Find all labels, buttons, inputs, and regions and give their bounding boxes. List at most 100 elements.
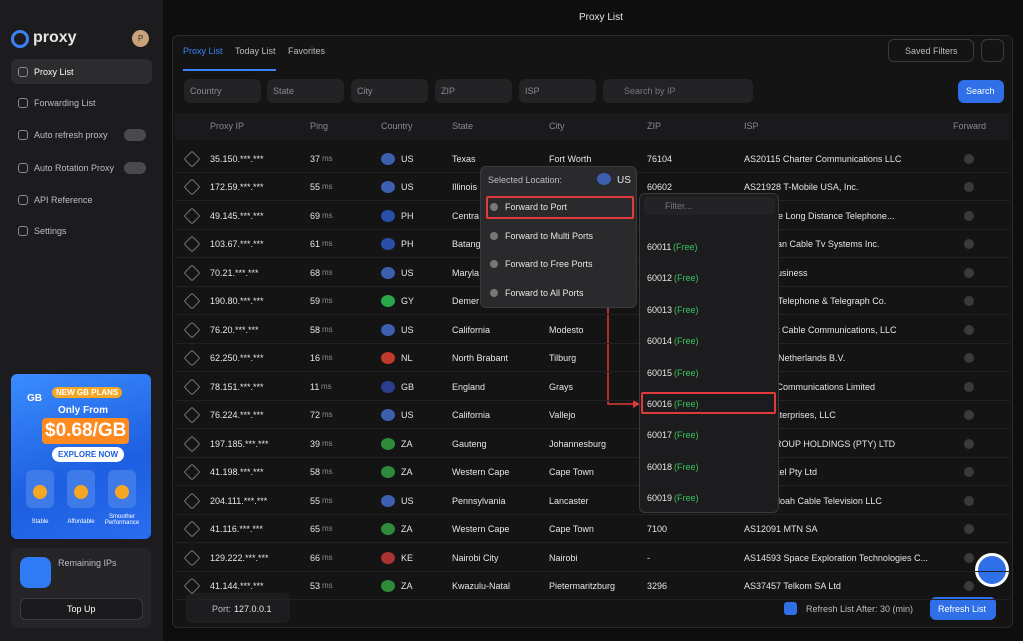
forward-btn[interactable] (964, 495, 974, 506)
forward-btn[interactable] (964, 267, 974, 278)
nav-icon (18, 195, 28, 205)
column-header[interactable]: Forward (953, 121, 987, 131)
country: GB (401, 381, 415, 392)
filter-select[interactable] (184, 79, 261, 103)
refresh-label[interactable]: Refresh List (938, 604, 987, 614)
column-header[interactable]: Proxy IP (210, 121, 245, 131)
search-input[interactable] (603, 79, 753, 103)
column-header[interactable]: City (549, 121, 565, 131)
ping-unit: ms (322, 239, 333, 249)
forward-btn[interactable] (964, 239, 974, 250)
isp: AT&T Enterprises, LLC (744, 410, 836, 421)
filter-select[interactable] (519, 79, 596, 103)
port[interactable]: 60017 (647, 430, 673, 441)
filter-select[interactable] (435, 79, 512, 103)
forward-btn[interactable] (964, 381, 974, 392)
refresh-btn[interactable] (930, 597, 996, 620)
port[interactable]: 60013 (647, 304, 673, 315)
isp: Talktalk Communications Limited (744, 381, 876, 392)
menu-item[interactable]: Forward to Port (505, 202, 568, 212)
port-free: (Free) (674, 336, 699, 347)
nav-item[interactable]: Proxy List (34, 67, 74, 77)
column-header[interactable]: State (452, 121, 474, 131)
filter-label[interactable]: State (273, 86, 295, 96)
tab[interactable]: Favorites (288, 46, 326, 56)
filter-label[interactable]: ZIP (441, 86, 456, 96)
column-header[interactable]: Country (381, 121, 413, 131)
layers-btn[interactable] (981, 39, 1004, 62)
logo-icon (11, 30, 29, 48)
nav-item[interactable]: API Reference (34, 195, 93, 205)
promo-cta[interactable]: EXPLORE NOW (52, 447, 125, 462)
state: California (452, 410, 491, 421)
port-free: (Free) (674, 399, 699, 409)
nav-item[interactable]: Auto refresh proxy (34, 130, 108, 140)
state: Nairobi City (452, 552, 499, 563)
search-label[interactable]: Search (966, 86, 995, 96)
toggle[interactable] (124, 129, 146, 141)
port-label: Port: (212, 604, 232, 614)
avatar[interactable]: P (132, 30, 149, 47)
port[interactable]: 60015 (647, 367, 673, 378)
nav-item[interactable]: Forwarding List (34, 98, 96, 108)
nav-icon (18, 226, 28, 236)
forward-btn[interactable] (964, 552, 974, 563)
saved-filters[interactable]: Saved Filters (905, 46, 958, 56)
forward-btn[interactable] (964, 154, 974, 164)
forward-btn[interactable] (964, 524, 974, 535)
proxy-ip: 76.20.***.*** (210, 324, 259, 335)
filter-label[interactable]: ISP (525, 86, 540, 96)
nav-item[interactable]: Auto Rotation Proxy (34, 163, 115, 173)
port[interactable]: 60016 (647, 399, 673, 409)
port[interactable]: 60018 (647, 461, 673, 472)
menu-item[interactable]: Forward to Multi Ports (505, 231, 594, 241)
isp: Shenandoah Cable Television LLC (744, 495, 882, 506)
tab[interactable]: Today List (235, 46, 276, 56)
forward-btn[interactable] (964, 296, 974, 307)
forward-btn[interactable] (964, 438, 974, 449)
state: Kwazulu-Natal (452, 581, 511, 592)
forward-btn[interactable] (964, 324, 974, 335)
forward-btn[interactable] (964, 210, 974, 221)
filter-select[interactable] (267, 79, 344, 103)
port-filter-text[interactable]: Filter... (665, 201, 693, 211)
forward-btn[interactable] (964, 410, 974, 421)
filter-label[interactable]: City (357, 86, 373, 96)
tab[interactable]: Proxy List (183, 46, 223, 56)
saved-filters-btn[interactable] (888, 39, 974, 62)
nav-item[interactable]: Settings (34, 226, 67, 236)
zip: 3296 (647, 581, 668, 592)
column-header[interactable]: Ping (310, 121, 329, 131)
promo-coin (33, 485, 47, 499)
filter-select[interactable] (351, 79, 428, 103)
topup-label[interactable]: Top Up (67, 604, 96, 614)
ping: 58 (310, 324, 321, 335)
filter-label[interactable]: Country (190, 86, 222, 96)
menu-item[interactable]: Forward to All Ports (505, 288, 584, 298)
topup-btn[interactable] (20, 598, 143, 620)
proxy-ip: 197.185.***.*** (210, 438, 269, 449)
ping: 39 (310, 438, 321, 449)
port[interactable]: 60012 (647, 273, 673, 284)
column-header[interactable]: ISP (744, 121, 759, 131)
port-filter[interactable] (644, 197, 775, 215)
search-btn[interactable] (958, 80, 1004, 103)
port[interactable]: 60019 (647, 493, 673, 504)
ping: 37 (310, 154, 321, 164)
promo-price: $0.68/GB (42, 418, 130, 444)
port-pill[interactable] (186, 593, 290, 623)
port[interactable]: 60014 (647, 336, 673, 347)
nav-icon (18, 98, 28, 108)
search-placeholder[interactable]: Search by IP (624, 86, 676, 96)
column-header[interactable]: ZIP (647, 121, 662, 131)
forward-btn[interactable] (964, 581, 974, 592)
toggle[interactable] (124, 162, 146, 174)
forward-btn[interactable] (964, 182, 974, 193)
chat-button[interactable] (975, 553, 1009, 587)
checkbox[interactable] (784, 602, 797, 615)
port[interactable]: 60011 (647, 242, 672, 252)
forward-btn[interactable] (964, 353, 974, 364)
forward-btn[interactable] (964, 467, 974, 478)
ping-unit: ms (322, 296, 333, 306)
menu-item[interactable]: Forward to Free Ports (505, 259, 593, 269)
